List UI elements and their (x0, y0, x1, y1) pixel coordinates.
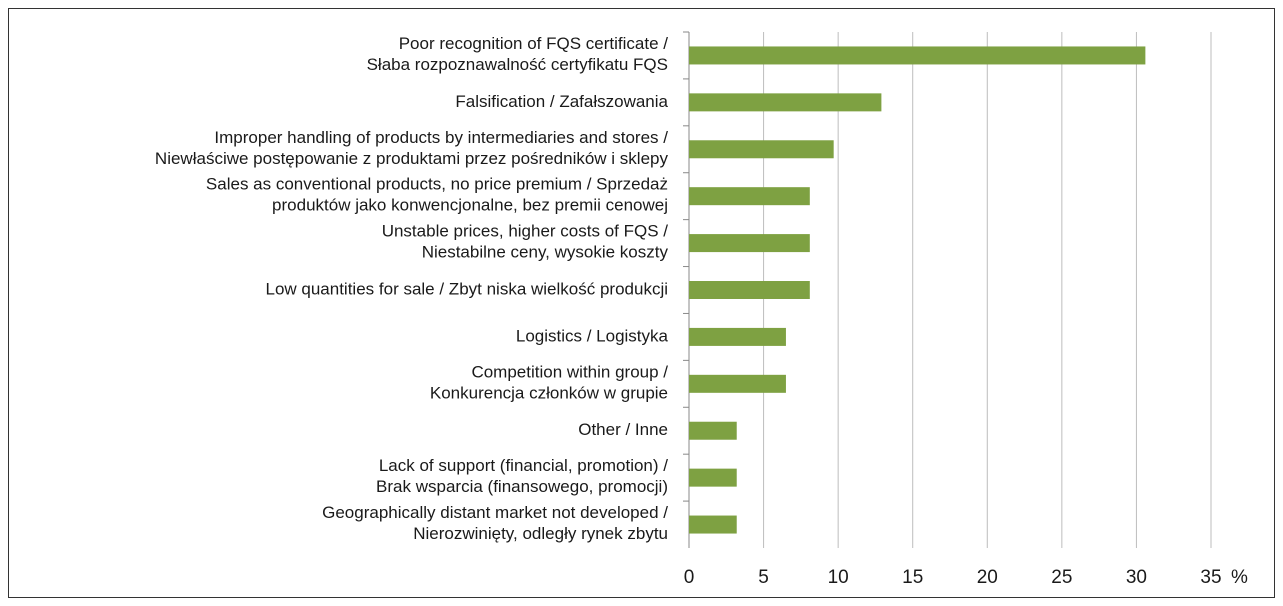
x-tick-label: 20 (977, 567, 998, 588)
x-tick-label: 0 (684, 567, 695, 588)
y-tick-label: Sales as conventional products, no price… (206, 175, 668, 215)
y-tick-label: Unstable prices, higher costs of FQS / Ni… (382, 222, 669, 262)
bar (689, 421, 737, 440)
bar (689, 468, 737, 487)
y-tick-label: Low quantities for sale / Zbyt niska wie… (265, 279, 668, 298)
x-tick-label: 25 (1051, 567, 1072, 588)
y-tick-label: Improper handling of products by interme… (155, 128, 669, 168)
x-tick-label: 10 (828, 567, 849, 588)
bar (689, 515, 737, 534)
bar (689, 374, 786, 393)
x-tick-label: 15 (902, 567, 923, 588)
bar (689, 281, 810, 299)
bar (689, 93, 882, 112)
y-tick-label: Falsification / Zafałszowania (455, 92, 668, 111)
bar (689, 46, 1146, 65)
y-tick-label: Other / Inne (578, 420, 668, 439)
y-tick-label: Poor recognition of FQS certificate / Sła… (367, 34, 669, 74)
x-axis-label: % (1231, 567, 1248, 588)
y-tick-label: Lack of support (financial, promotion) /… (376, 457, 668, 497)
bar (689, 234, 810, 253)
x-tick-label: 35 (1200, 567, 1221, 588)
frame (8, 8, 1275, 598)
y-tick-label: Geographically distant market not develo… (322, 504, 668, 544)
y-tick-label: Logistics / Logistyka (516, 326, 669, 345)
y-tick-label: Competition within group / Konkurencja cz… (430, 363, 668, 403)
x-tick-label: 5 (758, 567, 769, 588)
bar (689, 140, 834, 159)
bar (689, 327, 786, 346)
bar (689, 187, 810, 206)
x-tick-label: 30 (1126, 567, 1147, 588)
